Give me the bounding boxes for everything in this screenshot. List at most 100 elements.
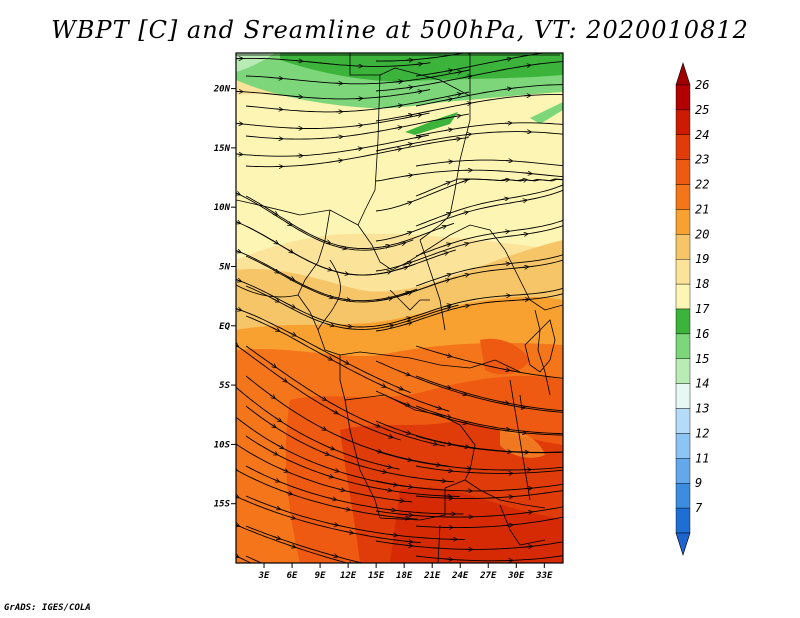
streamline-arrow <box>236 279 240 281</box>
streamline-arrow <box>275 418 280 421</box>
streamline-arrow <box>335 137 341 138</box>
streamline-arrow <box>565 469 570 470</box>
streamline-arrow <box>273 568 278 570</box>
streamline-arrow <box>319 427 324 429</box>
streamline-arrow <box>281 377 285 381</box>
streamline-arrow <box>614 222 618 225</box>
streamline-arrow <box>430 443 436 444</box>
streamline-arrow <box>343 509 348 510</box>
streamline-arrow <box>444 386 449 388</box>
colorbar-segment <box>675 209 691 235</box>
streamline-arrow <box>389 569 394 570</box>
streamline <box>236 57 431 67</box>
streamline-arrow <box>579 217 583 219</box>
streamline-arrow <box>585 480 590 481</box>
streamline-arrow <box>382 246 388 247</box>
streamline <box>415 465 563 474</box>
streamline-arrow <box>453 139 459 140</box>
footer-credit: GrADS: IGES/COLA <box>4 603 91 613</box>
streamline-arrow <box>403 373 409 375</box>
lon-tick-label: 12E <box>340 571 357 581</box>
streamline-arrow <box>459 393 465 394</box>
colorbar-label: 12 <box>695 426 709 440</box>
colorbar-label: 15 <box>695 352 709 366</box>
streamline-arrow <box>624 88 629 89</box>
streamline-arrow <box>388 510 394 511</box>
streamline-arrow <box>502 402 507 403</box>
streamline-arrow <box>287 277 292 279</box>
colorbar-segment <box>675 433 691 459</box>
colorbar-segment <box>675 507 691 534</box>
streamline-arrow <box>524 40 529 41</box>
streamline-arrow <box>395 127 400 128</box>
map-title: WBPT [C] and Sreamline at 500hPa, VT: 20… <box>51 16 749 44</box>
lon-tick-label: 9E <box>315 571 326 581</box>
streamline-arrow <box>273 537 279 539</box>
lat-tick-label: 10N <box>214 203 231 213</box>
streamline-arrow <box>270 363 275 366</box>
streamline-arrow <box>521 267 527 268</box>
streamline-arrow <box>272 479 278 481</box>
streamline-arrow <box>231 467 235 469</box>
streamline-arrow <box>445 99 450 100</box>
streamline-arrow <box>327 447 333 449</box>
streamline-arrow <box>612 186 616 189</box>
streamline-arrow <box>501 199 507 200</box>
streamline-arrow <box>464 134 470 135</box>
streamline-arrow <box>331 555 336 556</box>
streamline-arrow <box>439 227 445 229</box>
streamline-arrow <box>464 76 470 77</box>
streamline-arrow <box>443 183 449 185</box>
colorbar-segment <box>675 358 691 384</box>
streamline-arrow <box>285 222 290 225</box>
streamline-arrow <box>236 154 241 155</box>
streamline-arrow <box>346 532 352 533</box>
wbpt-shading <box>236 53 563 563</box>
streamline-arrow <box>464 103 469 104</box>
streamline <box>375 53 467 62</box>
streamline-arrow <box>580 251 585 253</box>
streamline-arrow <box>565 166 570 167</box>
streamline-arrow <box>520 200 525 201</box>
streamline-arrow <box>461 212 467 214</box>
colorbar-label: 13 <box>695 402 709 416</box>
streamline-arrow <box>444 244 449 246</box>
streamline-arrow <box>285 492 291 494</box>
colorbar-segment <box>675 333 691 359</box>
streamline-arrow <box>584 136 589 137</box>
streamline-arrow <box>277 445 282 447</box>
streamline-arrow <box>415 91 420 92</box>
streamline <box>415 490 563 499</box>
lat-tick-label: 20N <box>213 85 231 95</box>
streamline-arrow <box>271 211 276 214</box>
streamline-arrow <box>397 500 402 501</box>
colorbar-segment <box>675 134 691 160</box>
streamline-arrow <box>236 308 240 310</box>
streamline-arrow <box>405 175 411 176</box>
streamline <box>415 159 563 167</box>
streamline-arrow <box>445 130 451 131</box>
streamline-arrow <box>502 429 508 430</box>
streamline-arrow <box>581 285 586 287</box>
streamline-arrow <box>565 125 570 126</box>
streamline-arrow <box>295 61 301 62</box>
streamline-arrow <box>405 293 410 295</box>
colorbar-label: 23 <box>695 153 709 167</box>
streamline-arrow <box>520 234 526 235</box>
streamline-arrow <box>623 501 628 502</box>
streamline-arrow <box>405 541 411 542</box>
streamline-arrow <box>322 452 328 454</box>
lon-tick-label: 21E <box>423 571 441 581</box>
streamline-arrow <box>384 615 389 617</box>
streamline-arrow <box>236 524 238 526</box>
streamline-arrow <box>625 460 630 461</box>
streamline-arrow <box>332 469 337 471</box>
colorbar: 26 25 24 23 22 21 20 19 18 17 16 15 14 13 12 11 9 7 <box>675 62 710 556</box>
streamline-arrow <box>584 31 589 32</box>
streamline-arrow <box>462 275 467 276</box>
streamline-arrow <box>281 469 287 471</box>
streamline-arrow <box>403 318 409 320</box>
streamline-arrow <box>273 328 278 330</box>
streamline-arrow <box>228 411 232 414</box>
streamline-arrow <box>444 416 449 417</box>
